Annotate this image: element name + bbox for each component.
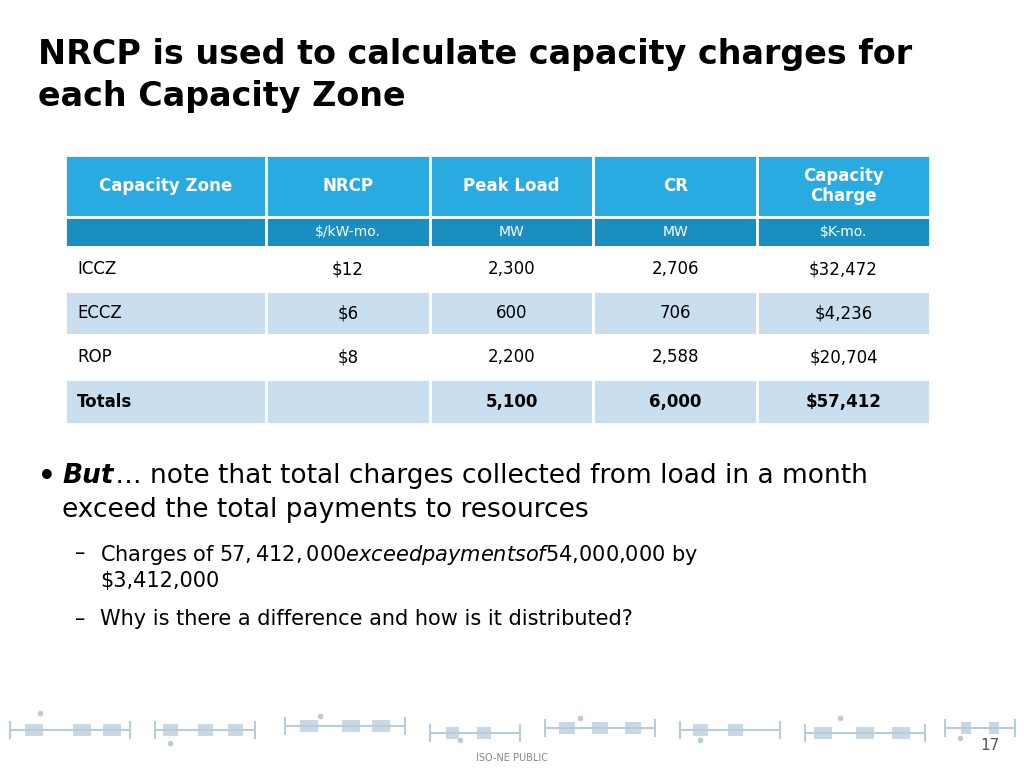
Text: 6,000: 6,000 — [649, 392, 701, 411]
Bar — [961, 722, 971, 734]
Bar — [430, 379, 593, 423]
Bar — [856, 727, 874, 739]
Bar — [266, 336, 430, 379]
Bar — [25, 724, 43, 736]
Text: 2,706: 2,706 — [651, 260, 699, 278]
Bar — [266, 291, 430, 336]
Text: But: But — [62, 462, 114, 488]
Text: 2,200: 2,200 — [487, 349, 536, 366]
Text: … note that total charges collected from load in a month: … note that total charges collected from… — [106, 462, 868, 488]
Bar — [445, 727, 459, 739]
Text: Peak Load: Peak Load — [463, 177, 560, 195]
Bar — [593, 336, 757, 379]
Bar — [814, 727, 831, 739]
Text: 2,588: 2,588 — [651, 349, 699, 366]
Text: 600: 600 — [496, 304, 527, 323]
Text: 5,100: 5,100 — [485, 392, 538, 411]
Text: 2,300: 2,300 — [487, 260, 536, 278]
Bar — [227, 724, 243, 736]
Bar — [163, 724, 177, 736]
Bar — [625, 722, 641, 734]
Bar — [430, 247, 593, 291]
Bar — [342, 720, 360, 732]
Bar — [757, 291, 930, 336]
Bar — [757, 336, 930, 379]
Bar — [430, 217, 593, 247]
Bar — [593, 155, 757, 217]
Bar — [65, 247, 266, 291]
Text: $20,704: $20,704 — [809, 349, 878, 366]
Text: $4,236: $4,236 — [814, 304, 872, 323]
Bar — [593, 217, 757, 247]
Bar — [727, 724, 742, 736]
Text: MW: MW — [663, 225, 688, 240]
Bar — [198, 724, 213, 736]
Text: •: • — [38, 462, 55, 491]
Text: ISO-NE PUBLIC: ISO-NE PUBLIC — [476, 753, 548, 763]
Text: –: – — [75, 543, 85, 563]
Bar — [593, 247, 757, 291]
Text: $/kW-mo.: $/kW-mo. — [315, 225, 381, 240]
Bar — [757, 379, 930, 423]
Bar — [266, 217, 430, 247]
Text: Why is there a difference and how is it distributed?: Why is there a difference and how is it … — [100, 609, 633, 629]
Bar — [757, 155, 930, 217]
Text: $8: $8 — [337, 349, 358, 366]
Text: 17: 17 — [981, 739, 1000, 753]
Bar — [430, 291, 593, 336]
Bar — [593, 291, 757, 336]
Text: $K-mo.: $K-mo. — [820, 225, 867, 240]
Bar — [266, 379, 430, 423]
Text: exceed the total payments to resources: exceed the total payments to resources — [62, 497, 589, 523]
Bar — [266, 247, 430, 291]
Bar — [757, 217, 930, 247]
Bar — [692, 724, 708, 736]
Bar — [372, 720, 390, 732]
Text: $32,472: $32,472 — [809, 260, 878, 278]
Text: Totals: Totals — [77, 392, 132, 411]
Bar — [103, 724, 121, 736]
Text: –: – — [75, 609, 85, 629]
Bar — [65, 217, 266, 247]
Bar — [757, 247, 930, 291]
Text: $3,412,000: $3,412,000 — [100, 571, 219, 591]
Bar — [266, 155, 430, 217]
Text: ROP: ROP — [77, 349, 112, 366]
Text: NRCP is used to calculate capacity charges for: NRCP is used to calculate capacity charg… — [38, 38, 912, 71]
Bar — [65, 379, 266, 423]
Bar — [593, 379, 757, 423]
Bar — [430, 155, 593, 217]
Bar — [892, 727, 910, 739]
Bar — [73, 724, 91, 736]
Text: ECCZ: ECCZ — [77, 304, 122, 323]
Bar — [65, 155, 266, 217]
Text: MW: MW — [499, 225, 524, 240]
Text: ICCZ: ICCZ — [77, 260, 117, 278]
Text: $6: $6 — [337, 304, 358, 323]
Text: Charges of $57,412,000 exceed payments of $54,000,000 by: Charges of $57,412,000 exceed payments o… — [100, 543, 698, 567]
Bar — [430, 336, 593, 379]
Text: NRCP: NRCP — [323, 177, 374, 195]
Text: each Capacity Zone: each Capacity Zone — [38, 80, 406, 113]
Text: $12: $12 — [332, 260, 364, 278]
Bar — [65, 291, 266, 336]
Bar — [300, 720, 318, 732]
Bar — [559, 722, 575, 734]
Bar — [989, 722, 999, 734]
Text: 706: 706 — [659, 304, 691, 323]
Bar — [477, 727, 490, 739]
Text: CR: CR — [663, 177, 688, 195]
Bar — [592, 722, 608, 734]
Text: Capacity Zone: Capacity Zone — [99, 177, 232, 195]
Bar — [65, 336, 266, 379]
Text: $57,412: $57,412 — [806, 392, 882, 411]
Text: Capacity
Charge: Capacity Charge — [803, 167, 884, 205]
